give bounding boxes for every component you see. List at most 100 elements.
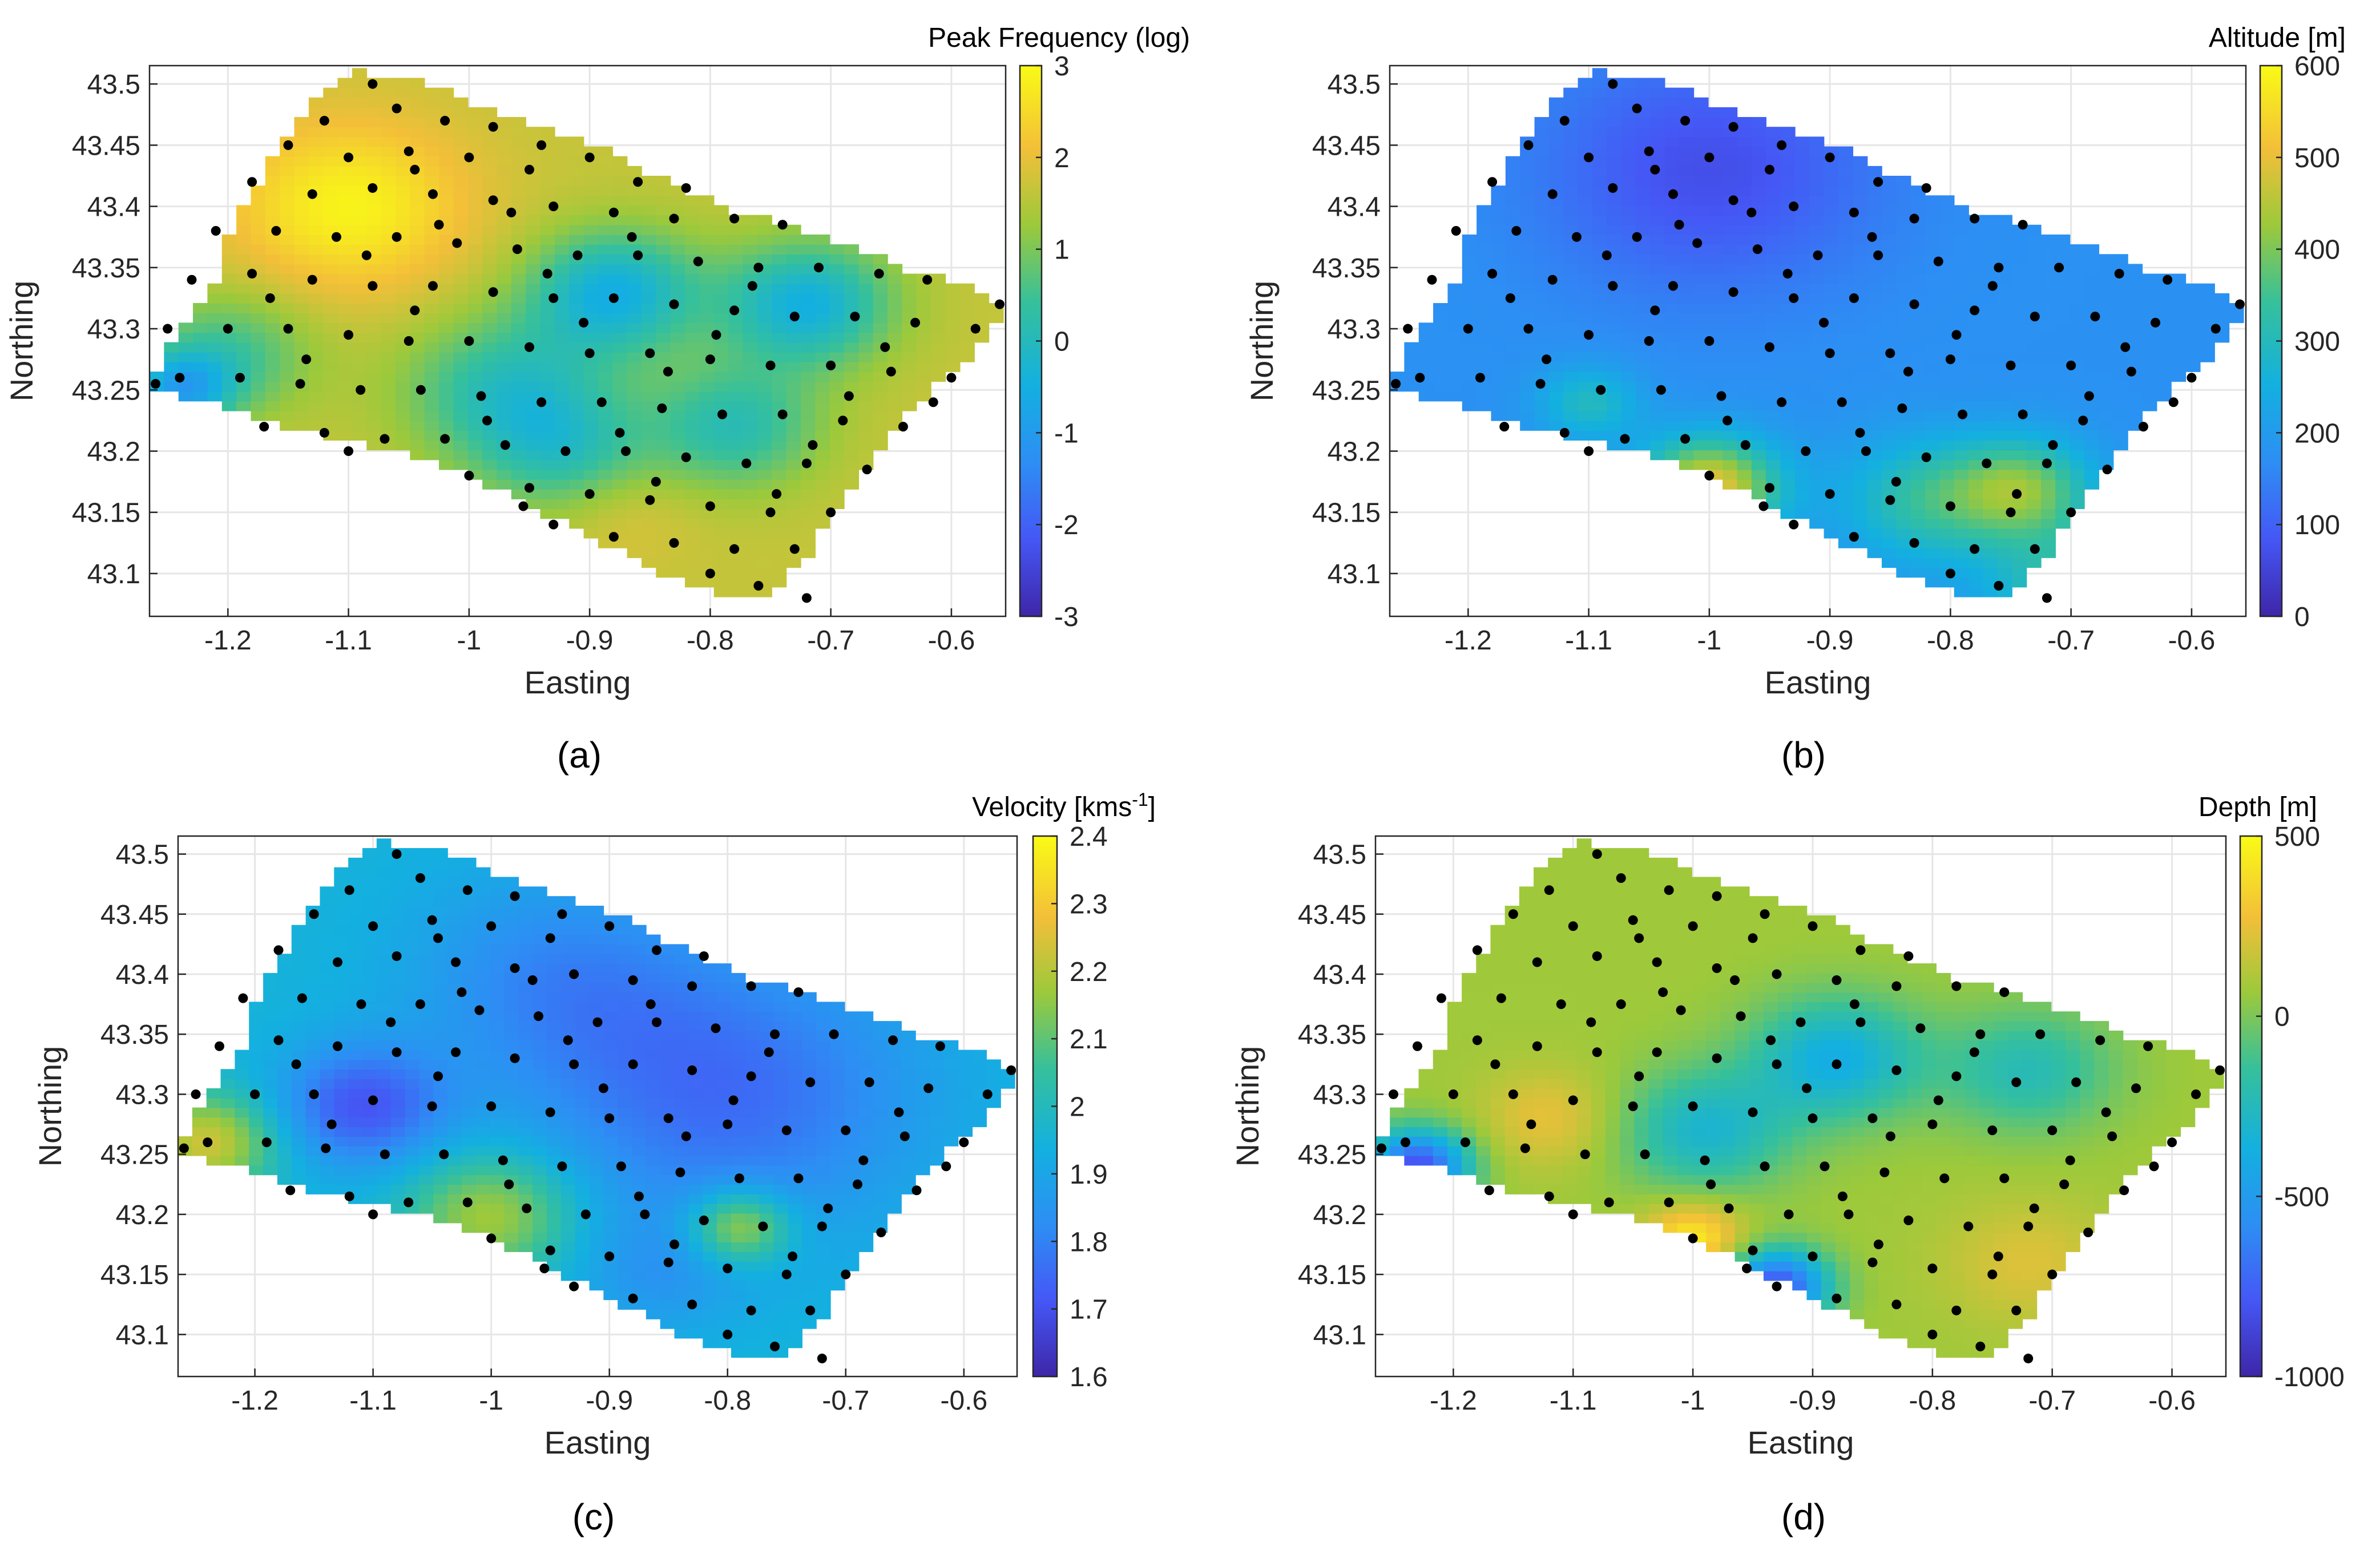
heatmap-cell xyxy=(713,352,729,362)
heatmap-cell xyxy=(1650,185,1665,196)
heatmap-cell xyxy=(1751,459,1766,470)
heatmap-cell xyxy=(1780,361,1796,372)
heatmap-cell xyxy=(1939,303,1955,313)
heatmap-cell xyxy=(439,361,454,372)
y-tick-label: 43.1 xyxy=(1328,559,1381,590)
heatmap-cell xyxy=(447,857,462,868)
heatmap-cell xyxy=(1650,176,1665,186)
heatmap-cell xyxy=(1853,313,1868,324)
heatmap-cell xyxy=(1477,361,1492,372)
heatmap-cell xyxy=(1708,117,1723,128)
heatmap-cell xyxy=(1794,381,1810,392)
heatmap-cell xyxy=(2099,381,2114,392)
heatmap-cell xyxy=(1968,518,1984,529)
heatmap-cell xyxy=(2055,391,2071,402)
heatmap-cell xyxy=(1824,185,1839,196)
heatmap-cell xyxy=(618,1127,632,1137)
heatmap-cell xyxy=(439,313,454,324)
heatmap-cell xyxy=(1983,234,1998,245)
heatmap-cell xyxy=(1592,332,1608,343)
heatmap-cell xyxy=(713,283,729,294)
heatmap-cell xyxy=(1968,273,1984,284)
heatmap-cell xyxy=(627,166,642,176)
heatmap-cell xyxy=(1737,332,1752,343)
heatmap-cell xyxy=(236,391,252,402)
station-point xyxy=(1885,348,1895,358)
heatmap-cell xyxy=(546,1097,562,1108)
heatmap-cell xyxy=(844,283,860,294)
heatmap-cell xyxy=(1925,440,1941,451)
heatmap-cell xyxy=(1664,293,1680,304)
heatmap-cell xyxy=(390,992,406,1003)
heatmap-cell xyxy=(1592,156,1608,167)
heatmap-cell xyxy=(772,352,787,362)
heatmap-cell xyxy=(433,1088,448,1099)
heatmap-cell xyxy=(2026,264,2042,275)
heatmap-cell xyxy=(352,176,368,186)
heatmap-cell xyxy=(439,264,454,275)
heatmap-cell xyxy=(424,293,439,304)
station-point xyxy=(1668,189,1678,199)
station-point xyxy=(1602,250,1612,260)
heatmap-cell xyxy=(236,293,252,304)
heatmap-cell xyxy=(348,1097,363,1108)
heatmap-cell xyxy=(2026,254,2042,265)
heatmap-cell xyxy=(453,391,469,402)
heatmap-cell xyxy=(2084,283,2100,294)
heatmap-cell xyxy=(323,254,338,265)
heatmap-cell xyxy=(1462,342,1477,353)
heatmap-cell xyxy=(439,450,454,461)
heatmap-cell xyxy=(433,1030,448,1041)
heatmap-cell xyxy=(1635,293,1651,304)
heatmap-cell xyxy=(1635,420,1651,431)
heatmap-cell xyxy=(560,1021,576,1031)
heatmap-cell xyxy=(376,1174,392,1185)
heatmap-cell xyxy=(1780,283,1796,294)
heatmap-cell xyxy=(1896,234,1911,245)
heatmap-cell xyxy=(800,518,816,529)
heatmap-cell xyxy=(743,313,758,324)
heatmap-cell xyxy=(1548,176,1564,186)
heatmap-cell xyxy=(526,224,541,235)
heatmap-cell xyxy=(533,1136,547,1147)
heatmap-cell xyxy=(1607,244,1622,255)
heatmap-cell xyxy=(1635,87,1651,98)
heatmap-cell xyxy=(1477,303,1492,313)
heatmap-cell xyxy=(1809,293,1825,304)
heatmap-cell xyxy=(1563,322,1579,333)
heatmap-cell xyxy=(660,1299,675,1310)
heatmap-cell xyxy=(433,915,448,926)
heatmap-cell xyxy=(1563,342,1579,353)
heatmap-cell xyxy=(757,342,772,353)
heatmap-cell xyxy=(320,1097,335,1108)
heatmap-cell xyxy=(518,934,533,945)
heatmap-cell xyxy=(410,215,425,225)
heatmap-cell xyxy=(1939,450,1955,461)
heatmap-cell xyxy=(1853,508,1868,519)
heatmap-cell xyxy=(583,176,599,186)
heatmap-cell xyxy=(685,528,700,539)
heatmap-cell xyxy=(410,156,425,167)
heatmap-cell xyxy=(618,1280,632,1291)
heatmap-cell xyxy=(1838,224,1854,235)
heatmap-cell xyxy=(1491,361,1506,372)
heatmap-cell xyxy=(1983,313,1998,324)
heatmap-cell xyxy=(1708,313,1723,324)
heatmap-cell xyxy=(1954,372,1969,382)
heatmap-cell xyxy=(2055,410,2071,421)
heatmap-cell xyxy=(632,944,647,955)
heatmap-cell xyxy=(627,273,642,284)
heatmap-cell xyxy=(2171,313,2187,324)
heatmap-cell xyxy=(2127,283,2143,294)
heatmap-cell xyxy=(772,558,787,568)
heatmap-cell xyxy=(433,1165,448,1176)
heatmap-cell xyxy=(390,1194,406,1204)
heatmap-cell xyxy=(540,459,555,470)
heatmap-cell xyxy=(1693,176,1709,186)
heatmap-cell xyxy=(1708,205,1723,216)
heatmap-cell xyxy=(291,1050,306,1060)
heatmap-cell xyxy=(395,303,411,313)
heatmap-cell xyxy=(1491,352,1506,362)
heatmap-cell xyxy=(699,293,715,304)
